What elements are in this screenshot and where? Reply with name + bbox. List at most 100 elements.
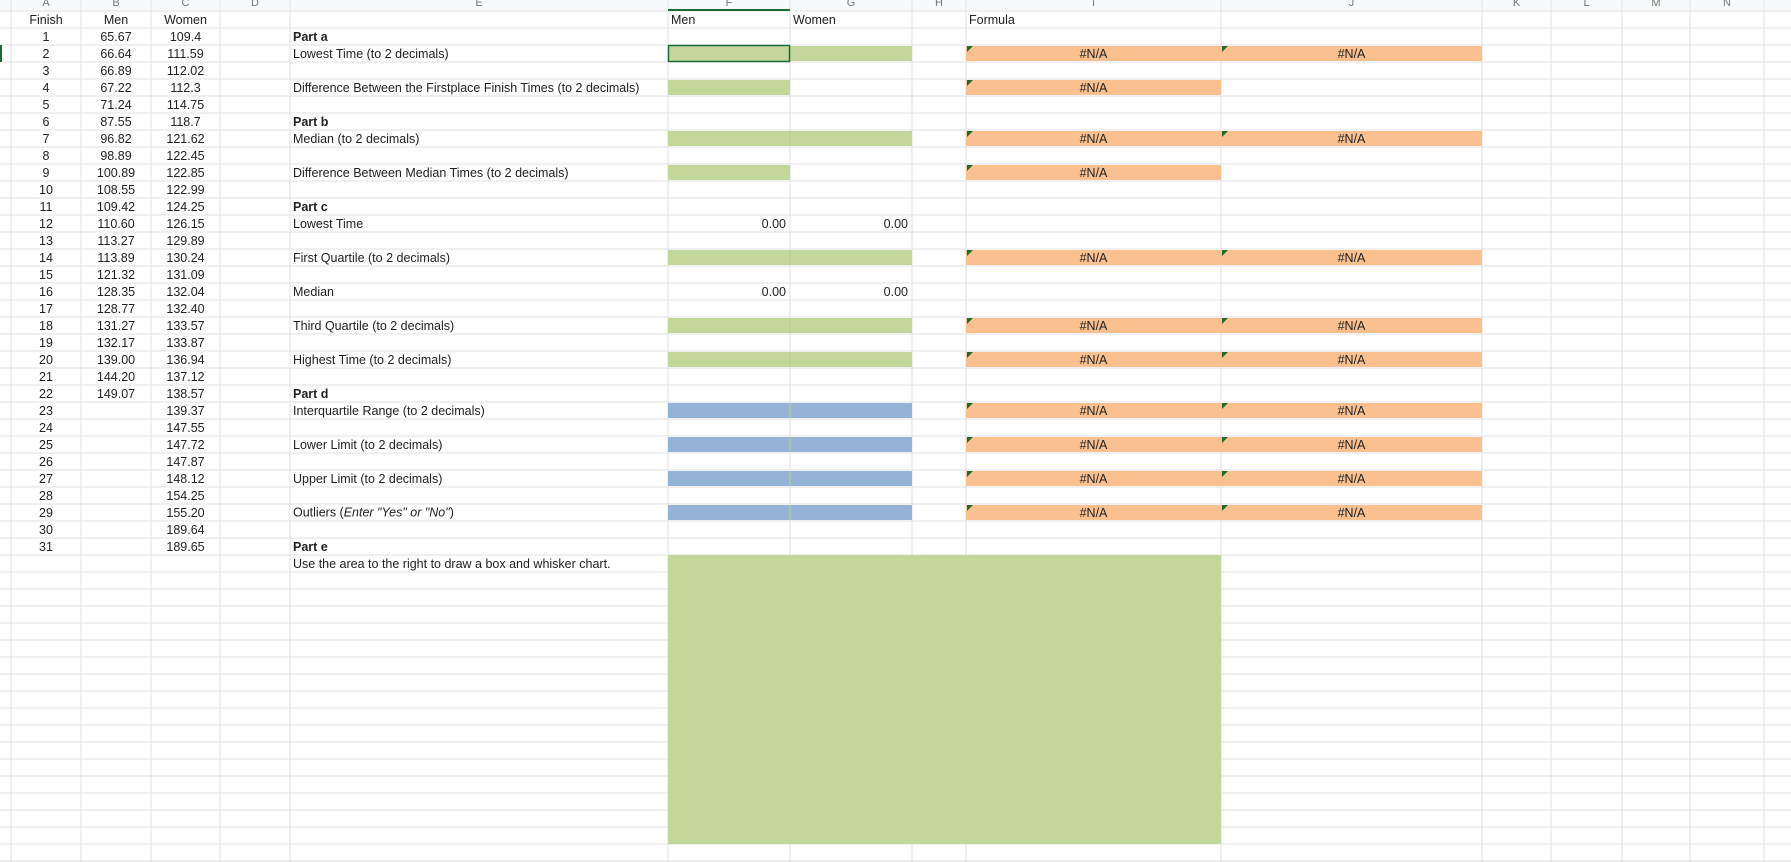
finish-cell: 96.82: [100, 132, 131, 146]
question-label: First Quartile (to 2 decimals): [293, 251, 450, 265]
answer-header: Men: [671, 13, 695, 27]
finish-cell: 149.07: [97, 387, 135, 401]
finish-cell: 24: [39, 421, 53, 435]
finish-cell: 18: [39, 319, 53, 333]
answer-header: Formula: [969, 13, 1015, 27]
section-heading: Part c: [293, 200, 328, 214]
finish-cell: 121.32: [97, 268, 135, 282]
finish-cell: 65.67: [100, 30, 131, 44]
finish-cell: 189.64: [166, 523, 204, 537]
finish-cell: 139.37: [166, 404, 204, 418]
finish-cell: 189.65: [166, 540, 204, 554]
finish-cell: 13: [39, 234, 53, 248]
finish-cell: 3: [43, 64, 50, 78]
formula-cell: [966, 471, 1221, 486]
formula-marker: [967, 403, 973, 409]
finish-cell: 139.00: [97, 353, 135, 367]
finish-cell: 1: [43, 30, 50, 44]
formula-cell: [1221, 250, 1482, 265]
formula-value: #N/A: [1338, 132, 1366, 146]
column-letter: M: [1651, 0, 1660, 9]
formula-cell: [1221, 46, 1482, 61]
finish-cell: 110.60: [97, 217, 134, 231]
column-header: Finish: [29, 13, 62, 27]
section-heading: Part d: [293, 387, 328, 401]
finish-cell: 118.7: [170, 115, 200, 129]
formula-value: #N/A: [1338, 353, 1366, 367]
formula-value: #N/A: [1338, 472, 1366, 486]
formula-cell: [966, 80, 1221, 95]
finish-cell: 21: [39, 370, 53, 384]
column-letter: I: [1092, 0, 1095, 9]
formula-marker: [1222, 352, 1228, 358]
column-header: Women: [164, 13, 207, 27]
formula-value: #N/A: [1080, 81, 1108, 95]
finish-cell: 147.87: [166, 455, 204, 469]
formula-marker: [1222, 250, 1228, 256]
formula-value: #N/A: [1338, 404, 1366, 418]
column-letter: H: [935, 0, 943, 9]
finish-cell: 71.24: [100, 98, 131, 112]
formula-marker: [967, 352, 973, 358]
finish-cell: 130.24: [166, 251, 204, 265]
column-letter: A: [42, 0, 50, 9]
finish-cell: 10: [39, 183, 53, 197]
finish-cell: 11: [40, 200, 53, 214]
formula-marker: [967, 318, 973, 324]
formula-value: #N/A: [1338, 251, 1366, 265]
finish-cell: 17: [39, 302, 53, 316]
finish-cell: 8: [43, 149, 50, 163]
formula-marker: [1222, 46, 1228, 52]
formula-value: #N/A: [1080, 353, 1108, 367]
finish-cell: 112.3: [170, 81, 200, 95]
formula-marker: [1222, 318, 1228, 324]
finish-cell: 66.89: [100, 64, 131, 78]
finish-cell: 138.57: [166, 387, 204, 401]
finish-cell: 131.27: [97, 319, 135, 333]
finish-cell: 128.35: [97, 285, 135, 299]
formula-marker: [967, 80, 973, 86]
formula-value: #N/A: [1080, 438, 1108, 452]
finish-cell: 113.27: [97, 234, 134, 248]
question-label: Third Quartile (to 2 decimals): [293, 319, 454, 333]
formula-value: #N/A: [1080, 47, 1108, 61]
finish-cell: 136.94: [166, 353, 204, 367]
selected-cell: [667, 44, 791, 63]
formula-marker: [967, 165, 973, 171]
finish-cell: 122.99: [166, 183, 204, 197]
finish-cell: 12: [39, 217, 53, 231]
formula-cell: [1221, 437, 1482, 452]
finish-cell: 113.89: [97, 251, 134, 265]
finish-cell: 132.17: [97, 336, 135, 350]
row-indicator: [0, 45, 2, 62]
formula-marker: [1222, 471, 1228, 477]
column-letter: C: [182, 0, 190, 9]
formula-marker: [967, 250, 973, 256]
formula-value: #N/A: [1338, 438, 1366, 452]
column-letter: D: [251, 0, 259, 9]
finish-cell: 133.87: [166, 336, 204, 350]
finish-cell: 131.09: [166, 268, 204, 282]
finish-cell: 66.64: [100, 47, 131, 61]
finish-cell: 7: [43, 132, 50, 146]
label-part: Outliers (: [293, 506, 345, 520]
finish-cell: 144.20: [97, 370, 135, 384]
formula-value: #N/A: [1080, 506, 1108, 520]
answer-header: Women: [793, 13, 836, 27]
finish-cell: 155.20: [166, 506, 204, 520]
column-letter: K: [1513, 0, 1521, 9]
finish-cell: 109.4: [170, 30, 201, 44]
formula-marker: [967, 437, 973, 443]
question-label: Use the area to the right to draw a box …: [293, 557, 611, 571]
formula-value: #N/A: [1080, 132, 1108, 146]
finish-cell: 26: [39, 455, 53, 469]
formula-cell: [966, 437, 1221, 452]
finish-cell: 122.85: [166, 166, 204, 180]
formula-cell: [966, 250, 1221, 265]
question-label: Outliers (Enter "Yes" or "No"): [293, 506, 454, 520]
finish-cell: 121.62: [166, 132, 204, 146]
finish-cell: 148.12: [166, 472, 204, 486]
finish-cell: 4: [43, 81, 50, 95]
formula-value: #N/A: [1080, 166, 1108, 180]
column-letter: J: [1349, 0, 1355, 9]
